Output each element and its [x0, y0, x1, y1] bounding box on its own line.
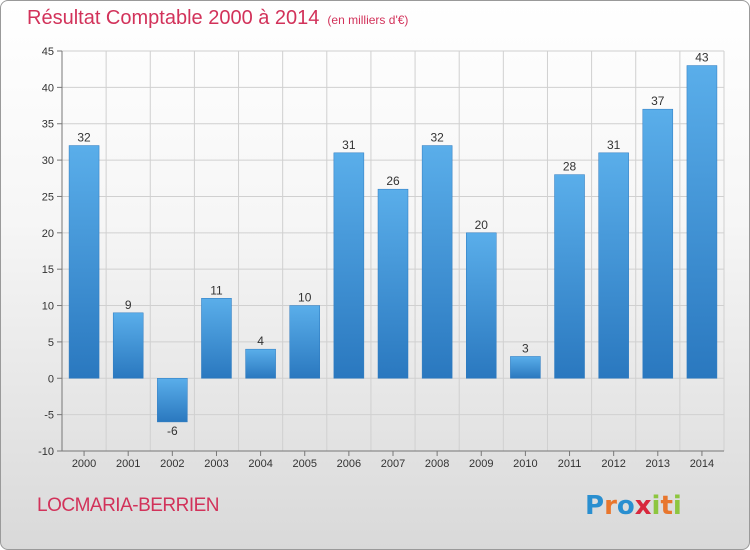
value-label: 31 — [342, 138, 356, 152]
x-tick-label: 2002 — [160, 458, 184, 470]
bar-2003 — [201, 298, 232, 379]
logo-letter: r — [604, 491, 617, 521]
logo-letter: i — [672, 491, 682, 521]
y-tick-label: 25 — [42, 191, 54, 203]
value-label: 20 — [475, 218, 489, 232]
value-label: 32 — [430, 131, 444, 145]
y-tick-label: -10 — [38, 446, 54, 458]
y-tick-label: 45 — [42, 46, 54, 58]
y-tick-label: -5 — [44, 410, 54, 422]
y-tick-label: 35 — [42, 119, 54, 131]
x-tick-label: 2014 — [690, 458, 714, 470]
y-tick-label: 15 — [42, 264, 54, 276]
labels: -10 -5 0 5 10 15 20 25 30 35 40 45 32 2000 9 2001 -6 2002… — [38, 46, 714, 470]
value-label: 26 — [386, 174, 400, 188]
value-label: 31 — [607, 138, 621, 152]
value-label: -6 — [167, 424, 178, 438]
y-tick-label: 20 — [42, 228, 54, 240]
chart-title: Résultat Comptable 2000 à 2014 (en millie… — [27, 7, 408, 30]
value-label: 9 — [125, 298, 132, 312]
bar-2008 — [421, 145, 453, 379]
x-tick-label: 2004 — [248, 458, 272, 470]
value-label: 28 — [563, 160, 577, 174]
y-tick-label: 30 — [42, 155, 54, 167]
x-tick-label: 2005 — [292, 458, 316, 470]
chart-subtitle: (en milliers d'€) — [327, 13, 409, 27]
bar-2001 — [112, 312, 144, 379]
place-name: LOCMARIA-BERRIEN — [37, 495, 220, 516]
bar-2000 — [68, 145, 100, 379]
bar-2012 — [598, 152, 629, 379]
value-label: 10 — [298, 291, 312, 305]
proxiti-logo[interactable]: Proxiti — [585, 491, 682, 521]
bar-2007 — [377, 188, 409, 379]
x-tick-label: 2007 — [381, 458, 405, 470]
x-tick-label: 2001 — [116, 458, 140, 470]
x-tick-label: 2008 — [425, 458, 449, 470]
y-tick-label: 0 — [48, 373, 54, 385]
y-tick-label: 5 — [48, 337, 54, 349]
bars — [68, 65, 718, 423]
x-tick-label: 2003 — [204, 458, 228, 470]
logo-letter: t — [660, 491, 673, 521]
bar-2004 — [245, 348, 276, 379]
y-tick-label: 40 — [42, 82, 54, 94]
logo-letter: x — [634, 491, 652, 521]
x-tick-label: 2013 — [646, 458, 670, 470]
bar-2005 — [289, 305, 320, 379]
bar-2013 — [642, 108, 674, 379]
value-label: 11 — [210, 283, 223, 297]
value-label: 32 — [77, 131, 91, 145]
chart-title-text: Résultat Comptable 2000 à 2014 — [27, 7, 320, 29]
x-tick-label: 2006 — [337, 458, 361, 470]
value-label: 4 — [257, 334, 264, 348]
value-label: 3 — [522, 341, 529, 355]
bar-2010 — [510, 356, 541, 379]
logo-letter: i — [651, 491, 661, 521]
logo-letter: o — [616, 491, 635, 521]
bar-2002 — [157, 378, 188, 423]
bar-2009 — [466, 232, 497, 379]
x-tick-label: 2009 — [469, 458, 493, 470]
x-tick-label: 2010 — [513, 458, 537, 470]
bar-2006 — [333, 152, 365, 379]
x-tick-label: 2011 — [558, 458, 582, 470]
logo-letter: P — [585, 491, 605, 521]
y-tick-label: 10 — [42, 301, 54, 313]
bar-2014 — [686, 65, 718, 379]
x-tick-label: 2012 — [601, 458, 625, 470]
value-label: 37 — [651, 94, 665, 108]
bar-2011 — [554, 174, 585, 379]
x-tick-label: 2000 — [72, 458, 96, 470]
value-label: 43 — [695, 51, 709, 65]
